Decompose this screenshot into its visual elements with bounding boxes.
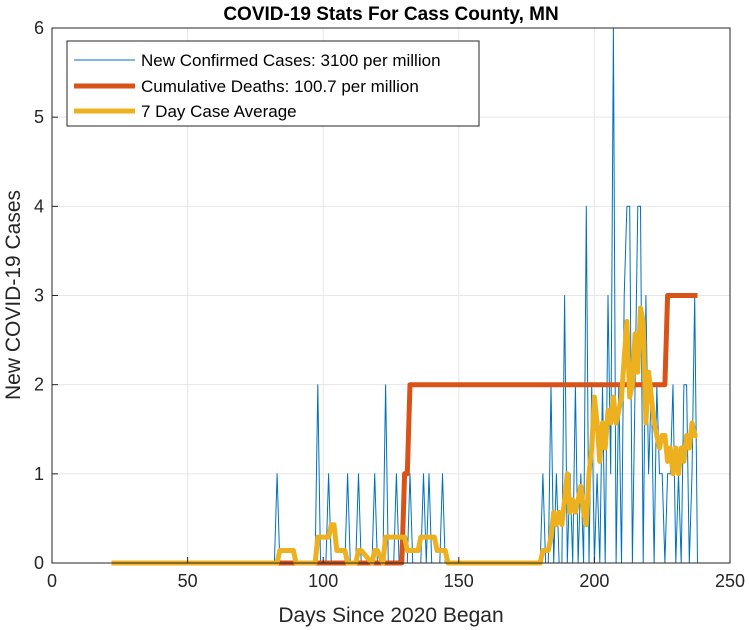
tick-labels: 0 50 100 150 200 250 0 1 2 3 4 5 6 [34, 18, 745, 591]
x-tick-label: 100 [308, 571, 338, 591]
y-tick-label: 2 [34, 375, 44, 395]
legend-label-deaths: Cumulative Deaths: 100.7 per million [141, 77, 419, 96]
x-axis-label: Days Since 2020 Began [278, 604, 503, 627]
legend: New Confirmed Cases: 3100 per million Cu… [66, 40, 480, 127]
x-tick-label: 250 [715, 571, 745, 591]
legend-label-new-cases: New Confirmed Cases: 3100 per million [141, 51, 441, 70]
y-tick-label: 6 [34, 18, 44, 38]
series-cumulative-deaths [111, 293, 698, 566]
y-tick-label: 4 [34, 196, 44, 216]
x-tick-label: 200 [579, 571, 609, 591]
series-7-day-average [111, 305, 698, 566]
y-tick-label: 0 [34, 553, 44, 573]
x-tick-label: 150 [444, 571, 474, 591]
x-tick-label: 0 [47, 571, 57, 591]
y-axis-label: New COVID-19 Cases [2, 190, 25, 400]
x-tick-label: 50 [178, 571, 198, 591]
y-tick-label: 3 [34, 286, 44, 306]
y-tick-label: 5 [34, 107, 44, 127]
legend-box [66, 40, 480, 127]
y-tick-label: 1 [34, 464, 44, 484]
chart-title: COVID-19 Stats For Cass County, MN [223, 4, 558, 25]
legend-label-7day: 7 Day Case Average [141, 102, 297, 121]
